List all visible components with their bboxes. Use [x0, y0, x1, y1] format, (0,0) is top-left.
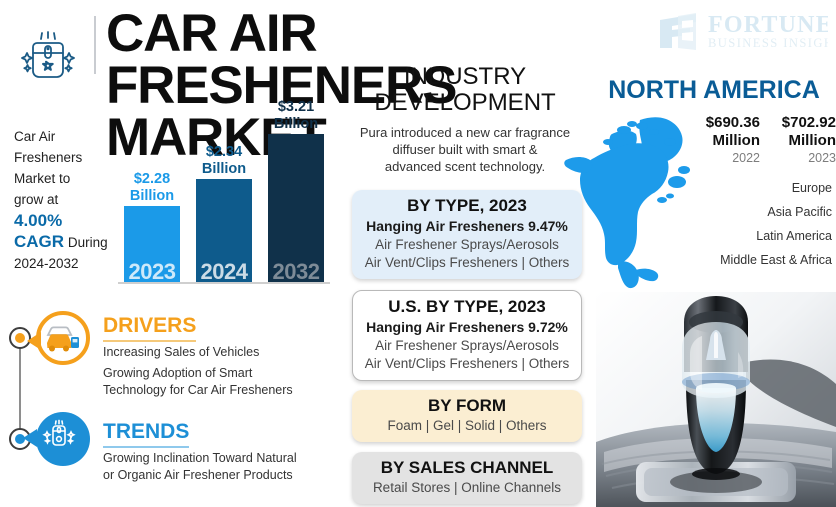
bar-value-label-1: $2.34 Billion	[202, 144, 246, 179]
north-america-map	[562, 112, 714, 292]
north-america-figure-2023: $702.92 Million 2023	[762, 114, 836, 167]
logo-name: FORTUNE	[708, 12, 828, 38]
segment-title-by-type: BY TYPE, 2023	[407, 196, 527, 215]
drivers-item-2: Technology for Car Air Fresheners	[103, 383, 293, 397]
trends-heading: TRENDS	[103, 420, 190, 448]
bar-rect-0: 2023	[124, 206, 180, 284]
na-year-2022: 2022	[732, 151, 760, 165]
segment-sub3-us-by-type: Air Vent/Clips Fresheners | Others	[364, 356, 570, 371]
trends-icon-bubble	[23, 412, 90, 466]
segment-sub2-by-type: Air Freshener Sprays/Aerosols	[375, 237, 559, 252]
industry-development-title-line2: DEVELOPMENT	[374, 89, 556, 116]
trends-list: Growing Inclination Toward Natural or Or…	[103, 450, 343, 484]
north-america-figure-2022: $690.36 Million 2022	[686, 114, 760, 167]
intro-line-2: Fresheners	[14, 150, 83, 165]
intro-line-4: grow at	[14, 192, 59, 207]
industry-development-title: INDUSTRY DEVELOPMENT	[342, 64, 588, 116]
bar-year-1: 2024	[200, 259, 248, 284]
region-item-latin-america[interactable]: Latin America	[756, 229, 832, 243]
region-item-middle-east-africa[interactable]: Middle East & Africa	[720, 253, 832, 267]
segment-sub1-us-by-type: Hanging Air Fresheners 9.72%	[366, 319, 568, 335]
bar-unit-0: Billion	[129, 187, 175, 204]
segment-sub1-by-sales-channel: Retail Stores | Online Channels	[372, 480, 562, 495]
region-item-asia-pacific[interactable]: Asia Pacific	[767, 205, 832, 219]
drivers-icon-bubble	[27, 311, 90, 365]
drivers-item-0: Increasing Sales of Vehicles	[103, 345, 260, 359]
industry-development-body-line2: diffuser built with smart &	[392, 142, 538, 157]
trends-item-0: Growing Inclination Toward Natural	[103, 451, 297, 465]
bar-unit-1: Billion	[201, 160, 247, 177]
industry-development-body: Pura introduced a new car fragrance diff…	[338, 124, 592, 175]
segment-card-by-sales-channel[interactable]: BY SALES CHANNEL Retail Stores | Online …	[352, 452, 582, 504]
cagr-value: 4.00%	[14, 211, 63, 230]
industry-development-body-line1: Pura introduced a new car fragrance	[359, 125, 571, 140]
bar-value-0: $2.28	[133, 171, 171, 187]
fortune-business-insights-logo[interactable]: FORTUNE BUSINESS INSIGHTS	[656, 8, 836, 54]
intro-text: Car Air Fresheners Market to grow at 4.0…	[14, 126, 114, 274]
page-title-line1: CAR AIR FRESHENERS	[106, 4, 457, 115]
na-amount-2022-line1: $690.36	[705, 114, 760, 131]
drivers-heading: DRIVERS	[103, 314, 197, 342]
drivers-item-1: Growing Adoption of Smart	[103, 366, 253, 380]
car-air-freshener-icon	[12, 20, 84, 92]
segment-sub1-by-form: Foam | Gel | Solid | Others	[387, 418, 547, 433]
cagr-during: During	[67, 235, 108, 250]
page-title: CAR AIR FRESHENERS MARKET	[106, 4, 666, 164]
segment-card-by-form[interactable]: BY FORM Foam | Gel | Solid | Others	[352, 390, 582, 442]
header-divider	[94, 16, 96, 74]
cagr-period: 2024-2032	[14, 256, 79, 271]
segment-card-us-by-type[interactable]: U.S. BY TYPE, 2023 Hanging Air Freshener…	[352, 290, 582, 381]
segment-sub2-us-by-type: Air Freshener Sprays/Aerosols	[375, 338, 559, 353]
bubble-tail-drivers	[27, 332, 41, 350]
chart-baseline	[118, 282, 330, 284]
region-item-europe[interactable]: Europe	[791, 181, 832, 195]
car-icon	[46, 326, 79, 352]
bubble-tail-trends	[23, 429, 37, 447]
drivers-list: Increasing Sales of Vehicles Growing Ado…	[103, 344, 343, 399]
na-amount-2023-line2: Million	[788, 132, 836, 149]
segment-title-by-form: BY FORM	[427, 396, 507, 415]
bar-year-0: 2023	[128, 259, 176, 284]
industry-development-title-line1: INDUSTRY	[403, 63, 527, 90]
segment-sub1-by-type: Hanging Air Fresheners 9.47%	[366, 218, 568, 234]
trends-item-1: or Organic Air Freshener Products	[103, 468, 293, 482]
intro-line-1: Car Air	[14, 129, 56, 144]
segment-sub3-by-type: Air Vent/Clips Fresheners | Others	[364, 255, 570, 270]
bar-value-1: $2.34	[205, 144, 243, 160]
segment-title-by-sales-channel: BY SALES CHANNEL	[380, 458, 554, 477]
bar-group-1: $2.34 Billion 2024	[196, 144, 252, 284]
car-diffuser-photo	[596, 292, 836, 507]
north-america-title: NORTH AMERICA	[608, 76, 820, 104]
region-list: Europe Asia Pacific Latin America Middle…	[672, 176, 832, 272]
timeline-connector	[19, 335, 21, 440]
segment-card-by-type[interactable]: BY TYPE, 2023 Hanging Air Fresheners 9.4…	[352, 190, 582, 279]
bar-value-2: $3.21	[277, 99, 315, 115]
bar-rect-2: 2032	[268, 134, 324, 284]
bar-year-2: 2032	[272, 259, 320, 284]
na-year-2023: 2023	[808, 151, 836, 165]
fb-monogram-icon	[660, 13, 696, 50]
na-amount-2022-line2: Million	[712, 132, 761, 149]
air-freshener-icon	[42, 419, 76, 446]
bar-group-0: $2.28 Billion 2023	[124, 171, 180, 284]
bar-value-label-0: $2.28 Billion	[130, 171, 174, 206]
cagr-label: CAGR	[14, 232, 65, 251]
market-size-bar-chart: $2.28 Billion 2023 $2.34 Billion 2024 $3…	[118, 99, 330, 290]
intro-line-3: Market to	[14, 171, 71, 186]
industry-development-body-line3: advanced scent technology.	[384, 159, 546, 174]
bar-value-label-2: $3.21 Billion	[274, 99, 318, 134]
bar-unit-2: Billion	[273, 115, 319, 132]
segment-title-us-by-type: U.S. BY TYPE, 2023	[388, 297, 546, 316]
na-amount-2023-line1: $702.92	[781, 114, 836, 131]
logo-tagline: BUSINESS INSIGHTS	[708, 36, 828, 50]
bar-rect-1: 2024	[196, 179, 252, 284]
bar-group-2: $3.21 Billion 2032	[268, 99, 324, 284]
